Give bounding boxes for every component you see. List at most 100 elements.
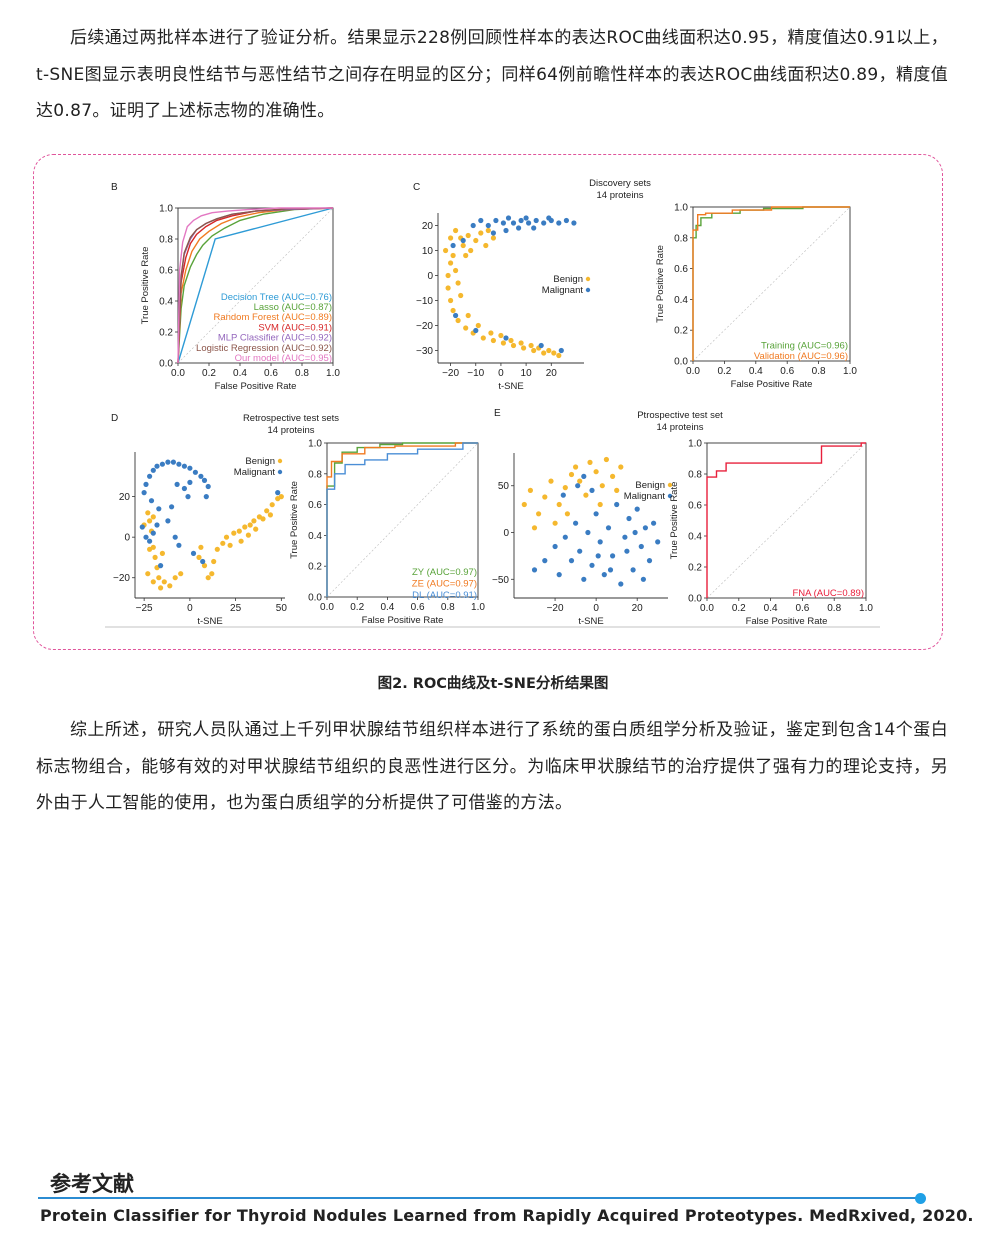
benign-point: [475, 322, 481, 329]
x-tick-label: 20: [546, 368, 558, 379]
benign-point: [196, 554, 202, 561]
malignant-point: [622, 534, 628, 540]
y-tick-label: 0.2: [308, 562, 322, 573]
malignant-point: [147, 538, 153, 544]
benign-point: [614, 487, 620, 493]
malignant-point: [556, 572, 562, 578]
malignant-point: [655, 539, 661, 545]
x-tick-label: −20: [547, 603, 564, 614]
malignant-point: [538, 342, 544, 349]
y-tick-label: 0: [124, 533, 130, 544]
benign-point: [458, 292, 464, 299]
benign-point: [597, 501, 603, 508]
benign-point: [465, 312, 471, 319]
x-axis-label: t-SNE: [197, 616, 222, 627]
malignant-point: [638, 543, 644, 550]
benign-point: [483, 242, 489, 249]
benign-point: [510, 342, 517, 349]
benign-point: [531, 525, 538, 531]
benign-point: [251, 518, 257, 524]
benign-point: [231, 530, 237, 536]
references-divider: [38, 1197, 918, 1199]
malignant-point: [176, 542, 182, 548]
malignant-point: [139, 524, 145, 530]
x-tick-label: 0.8: [441, 602, 455, 613]
figure-caption: 图2. ROC曲线及t-SNE分析结果图: [377, 676, 609, 692]
benign-point: [209, 571, 215, 577]
chart-subtitle: 14 proteins: [596, 190, 643, 201]
y-tick-label: 20: [119, 492, 131, 503]
legend-benign-marker: [277, 458, 283, 464]
benign-point: [527, 487, 534, 493]
malignant-point: [597, 539, 603, 545]
roc-curve: [177, 207, 334, 364]
roc-curve: [326, 442, 478, 597]
benign-point: [260, 516, 266, 522]
malignant-point: [165, 459, 171, 465]
benign-point: [468, 247, 474, 254]
benign-point: [542, 494, 548, 500]
benign-point: [145, 571, 151, 577]
malignant-point: [493, 217, 499, 224]
x-tick-label: 0.2: [732, 603, 746, 614]
y-tick-label: 0.2: [159, 328, 173, 339]
malignant-point: [473, 327, 479, 334]
malignant-point: [589, 562, 595, 568]
benign-point: [245, 532, 251, 538]
malignant-point: [158, 563, 164, 569]
x-tick-label: 0.2: [202, 368, 216, 379]
x-tick-label: 0.0: [686, 366, 700, 377]
malignant-point: [614, 501, 620, 508]
legend-entry: ZY (AUC=0.97): [412, 567, 477, 578]
x-tick-label: 25: [230, 603, 242, 614]
benign-point: [267, 512, 273, 518]
y-tick-label: 1.0: [674, 203, 688, 214]
malignant-point: [503, 227, 509, 234]
malignant-point: [187, 465, 193, 471]
x-tick-label: 0.0: [320, 602, 334, 613]
y-tick-label: −30: [416, 346, 433, 357]
malignant-point: [510, 220, 517, 226]
roc-curve: [706, 442, 866, 598]
x-axis-label: t-SNE: [578, 616, 603, 627]
malignant-point: [275, 490, 281, 496]
benign-point: [568, 471, 575, 478]
x-tick-label: 0.6: [795, 603, 809, 614]
benign-point: [227, 542, 233, 548]
malignant-point: [581, 576, 587, 582]
malignant-point: [601, 572, 607, 578]
malignant-point: [460, 237, 466, 244]
benign-point: [236, 528, 242, 534]
y-tick-label: −10: [416, 296, 433, 307]
benign-point: [147, 518, 153, 524]
malignant-point: [185, 494, 191, 500]
benign-point: [528, 342, 534, 349]
malignant-point: [610, 553, 616, 559]
benign-point: [158, 585, 164, 591]
malignant-point: [605, 525, 612, 531]
diagonal-line: [177, 207, 334, 364]
malignant-point: [531, 567, 538, 573]
x-tick-label: 0.6: [780, 366, 794, 377]
malignant-point: [607, 567, 614, 573]
benign-point: [455, 317, 461, 324]
x-tick-label: 0.6: [264, 368, 278, 379]
legend-entry: Random Forest (AUC=0.89): [213, 312, 332, 323]
malignant-point: [192, 469, 198, 475]
benign-point: [198, 544, 204, 550]
malignant-point: [176, 461, 182, 467]
x-tick-label: 0.8: [295, 368, 309, 379]
y-tick-label: 0.0: [308, 593, 322, 604]
benign-point: [201, 563, 208, 569]
benign-point: [214, 546, 220, 552]
benign-point: [556, 352, 562, 359]
malignant-point: [190, 550, 197, 557]
figure-frame: [33, 154, 943, 650]
y-tick-label: 0.4: [308, 531, 322, 542]
benign-point: [478, 230, 484, 236]
benign-point: [498, 332, 504, 339]
legend-entry: Decision Tree (AUC=0.76): [221, 292, 332, 303]
y-tick-label: 0.0: [688, 594, 702, 605]
malignant-point: [143, 534, 149, 540]
malignant-point: [450, 242, 456, 249]
